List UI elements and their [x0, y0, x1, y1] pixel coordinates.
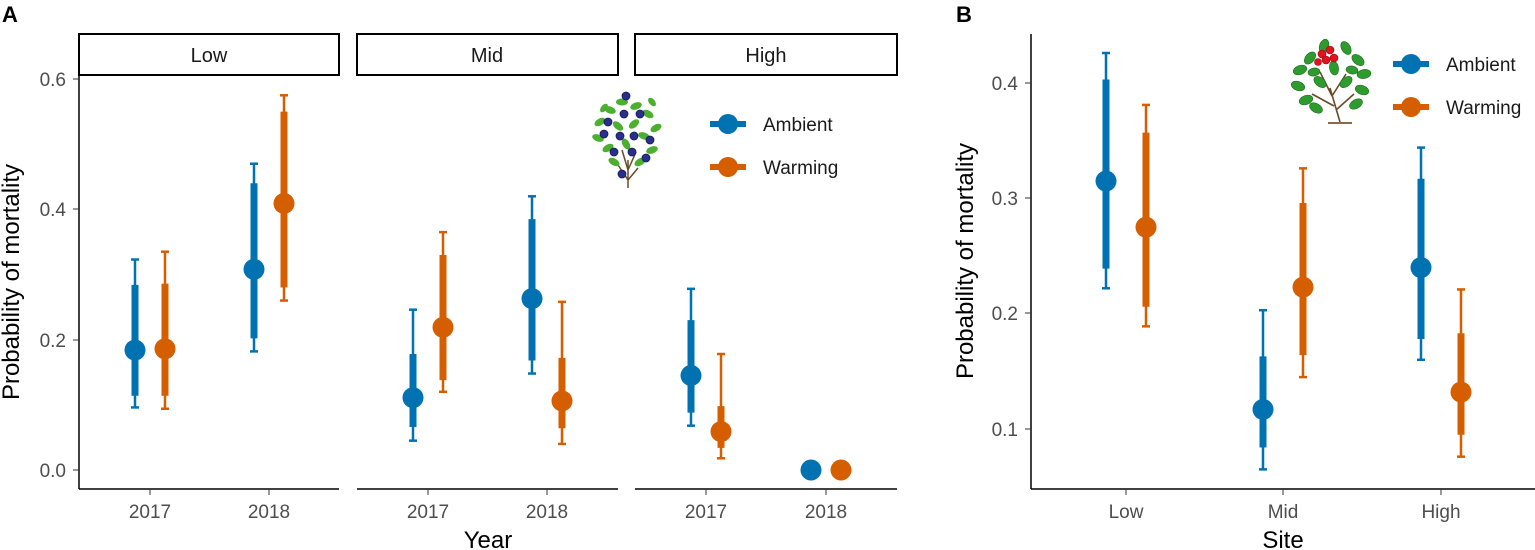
- point-interval-warming: [432, 230, 454, 394]
- legend-label: Ambient: [763, 115, 833, 136]
- panel-a: A Low Mid High 0.0 0.2 0.4 0.6: [0, 2, 898, 550]
- legend-label: Warming: [1446, 98, 1521, 119]
- panel-b-label: B: [956, 2, 972, 27]
- x-ticks: 2017 2018 2017 2018 2017 2018: [129, 489, 847, 523]
- facet-strip-high: High: [634, 33, 898, 76]
- legend-key-point: [1401, 54, 1421, 74]
- y-tick-label: 0.2: [40, 331, 66, 352]
- y-tick-label: 0.2: [992, 304, 1018, 325]
- mean-point: [830, 459, 852, 481]
- y-tick-label: 0.6: [40, 70, 66, 91]
- point-interval-warming: [1135, 103, 1157, 328]
- point-interval-ambient: [680, 287, 702, 427]
- legend-a-ambient: Ambient: [710, 114, 833, 136]
- x-axis-title: Year: [464, 527, 513, 550]
- y-axis-title: Probability of mortality: [952, 143, 979, 379]
- y-tick-label: 0.4: [992, 74, 1019, 95]
- x-tick-label: Mid: [1268, 502, 1299, 523]
- facet-strip-low: Low: [78, 33, 340, 76]
- mean-point: [154, 338, 176, 360]
- point-interval-ambient: [1252, 308, 1274, 471]
- point-interval-ambient: [243, 162, 265, 353]
- x-tick-label: 2017: [407, 502, 449, 523]
- point-interval-warming: [154, 250, 176, 410]
- legend-label: Ambient: [1446, 55, 1516, 76]
- panel-a-label: A: [2, 2, 18, 27]
- point-interval-warming: [1292, 167, 1314, 379]
- mean-point: [1135, 216, 1157, 238]
- data-marks: [1095, 51, 1472, 471]
- mean-point: [710, 421, 732, 443]
- x-tick-label: 2017: [129, 502, 171, 523]
- mean-point: [1450, 381, 1472, 403]
- mean-point: [551, 390, 573, 412]
- mean-point: [1095, 170, 1117, 192]
- x-tick-label: 2018: [805, 502, 847, 523]
- mean-point: [680, 365, 702, 387]
- y-tick-label: 0.4: [40, 200, 67, 221]
- point-interval-ambient: [1410, 146, 1432, 362]
- legend-a: Ambient Warming: [710, 114, 838, 179]
- facet-strip-mid-label: Mid: [471, 45, 503, 67]
- mean-point: [273, 192, 295, 214]
- x-tick-label: 2018: [526, 502, 568, 523]
- x-tick-label: Low: [1109, 502, 1144, 523]
- legend-label: Warming: [763, 158, 838, 179]
- lingonberry-shrub-icon: [1290, 38, 1372, 124]
- point-interval-ambient: [521, 195, 543, 375]
- y-ticks: 0.0 0.2 0.4 0.6: [40, 70, 79, 482]
- y-axis-title: Probability of mortality: [0, 164, 25, 400]
- legend-a-warming: Warming: [710, 157, 838, 179]
- data-marks: [124, 94, 852, 481]
- mean-point: [800, 459, 822, 481]
- point-interval-warming: [710, 352, 732, 460]
- y-ticks: 0.1 0.2 0.3 0.4: [992, 74, 1031, 441]
- legend-b-ambient: Ambient: [1393, 54, 1516, 76]
- y-tick-label: 0.1: [992, 420, 1018, 441]
- mean-point: [521, 288, 543, 310]
- legend-b-warming: Warming: [1393, 97, 1521, 119]
- x-ticks: Low Mid High: [1109, 489, 1461, 523]
- point-interval-ambient: [800, 459, 822, 481]
- facet-strip-mid: Mid: [356, 33, 619, 76]
- mean-point: [243, 258, 265, 280]
- point-interval-warming: [1450, 288, 1472, 458]
- mean-point: [1292, 276, 1314, 298]
- x-axis-title: Site: [1262, 527, 1303, 550]
- mean-point: [1252, 398, 1274, 420]
- x-tick-label: 2017: [685, 502, 727, 523]
- x-tick-label: 2018: [248, 502, 290, 523]
- point-interval-warming: [830, 459, 852, 481]
- mean-point: [1410, 257, 1432, 279]
- blueberry-shrub-icon: [592, 91, 662, 188]
- legend-b: Ambient Warming: [1393, 54, 1521, 119]
- legend-key-point: [718, 114, 738, 134]
- mean-point: [432, 316, 454, 338]
- point-interval-warming: [551, 300, 573, 446]
- mean-point: [402, 387, 424, 409]
- panel-b: B 0.1 0.2 0.3 0.4 Low Mid High Site Prob…: [952, 2, 1535, 550]
- y-tick-label: 0.3: [992, 189, 1018, 210]
- point-interval-warming: [273, 94, 295, 302]
- legend-key-point: [718, 157, 738, 177]
- legend-key-point: [1401, 97, 1421, 117]
- x-tick-label: High: [1421, 502, 1460, 523]
- facet-strip-low-label: Low: [191, 45, 228, 67]
- point-interval-ambient: [124, 258, 146, 409]
- point-interval-ambient: [1095, 51, 1117, 290]
- point-interval-ambient: [402, 308, 424, 442]
- y-tick-label: 0.0: [40, 461, 66, 482]
- mean-point: [124, 339, 146, 361]
- facet-strip-high-label: High: [745, 45, 786, 67]
